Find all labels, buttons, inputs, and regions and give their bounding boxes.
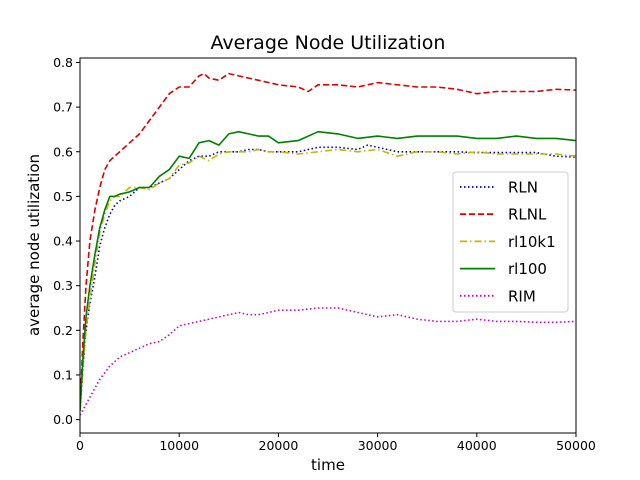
x-tick-label: 20000	[259, 438, 299, 453]
legend-label: RLNL	[508, 206, 547, 224]
y-tick-label: 0.2	[53, 323, 73, 338]
legend-label: rl100	[508, 260, 547, 278]
legend-label: RLN	[508, 179, 538, 197]
series-line-rim	[80, 307, 576, 416]
x-tick-label: 50000	[556, 438, 596, 453]
y-tick-label: 0.4	[53, 234, 73, 249]
y-tick-label: 0.7	[53, 100, 73, 115]
plot-frame	[79, 57, 577, 434]
x-tick-label: 30000	[358, 438, 398, 453]
series-line-rlnl	[80, 72, 576, 411]
y-tick-label: 0.5	[53, 189, 73, 204]
series-line-rln	[80, 144, 576, 411]
y-tick-label: 0.8	[53, 55, 73, 70]
chart-title: Average Node Utilization	[211, 32, 446, 54]
x-axis-label: time	[311, 456, 345, 474]
series-group	[80, 72, 576, 416]
y-tick-label: 0.3	[53, 278, 73, 293]
x-tick-label: 10000	[159, 438, 199, 453]
y-tick-label: 0.0	[53, 412, 73, 427]
series-line-rl10k1	[80, 148, 576, 411]
legend: RLN RLNL rl10k1 rl100 RIM	[452, 171, 569, 313]
y-tick-label: 0.6	[53, 144, 73, 159]
y-axis-label: average node utilization	[25, 154, 43, 336]
legend-label: RIM	[508, 287, 536, 305]
legend-label: rl10k1	[508, 233, 556, 251]
x-tick-label: 40000	[457, 438, 497, 453]
x-tick-label: 0	[76, 438, 84, 453]
series-line-rl100	[80, 130, 576, 411]
y-tick-label: 0.1	[53, 367, 73, 382]
legend-box	[452, 171, 569, 313]
plot-area	[79, 57, 577, 434]
axis-ticks: 0 10000 20000 30000 40000 50000 0.0 0.1 0.2 0.3 0.…	[53, 55, 596, 453]
